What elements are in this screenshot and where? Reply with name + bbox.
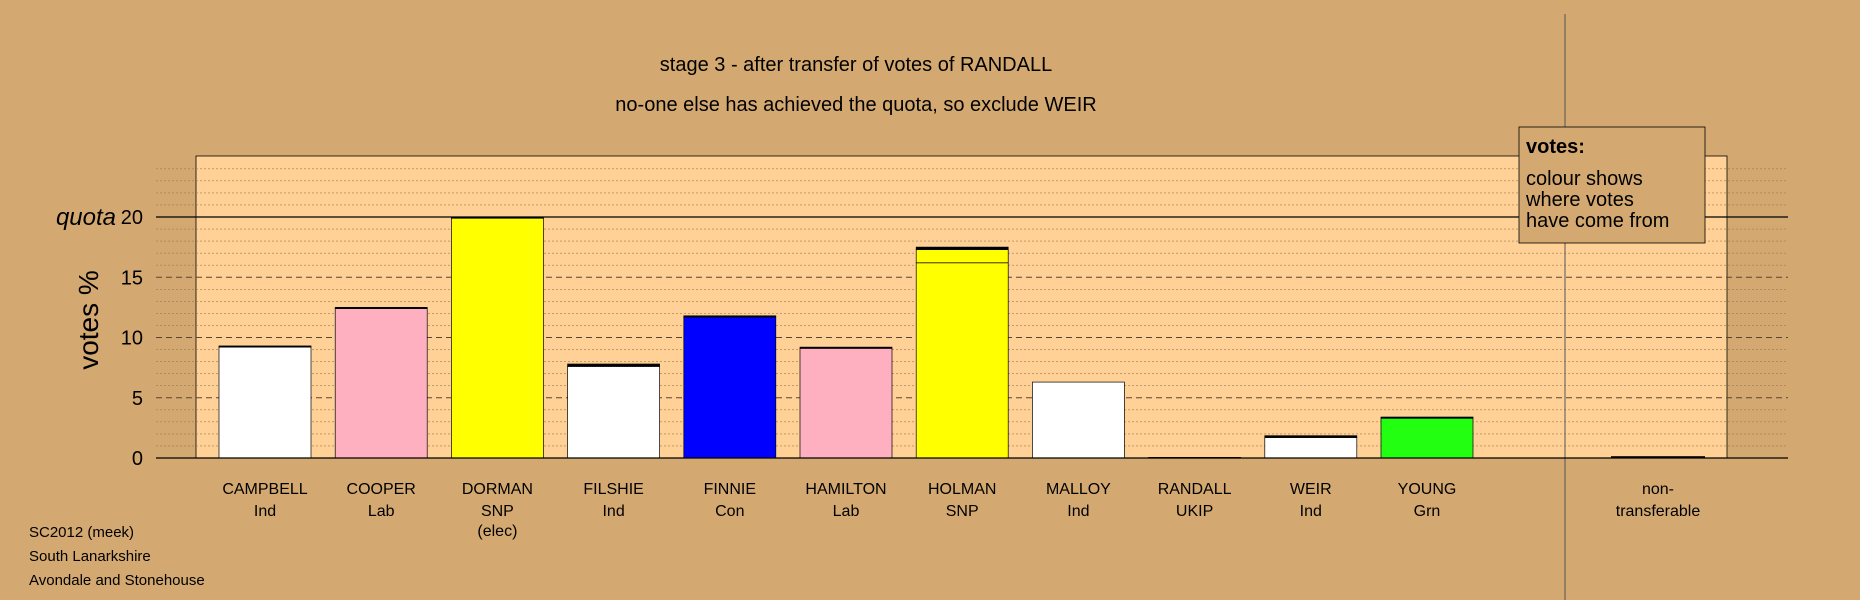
x-label-name: HAMILTON — [805, 481, 886, 498]
bar-segment — [334, 307, 428, 309]
bar-non-transferable — [1611, 456, 1705, 458]
bar-young — [1380, 416, 1474, 459]
bar-segment — [451, 217, 544, 459]
legend-line-2: where votes — [1525, 189, 1634, 211]
x-label-name: DORMAN — [462, 481, 533, 498]
bar-segment — [334, 308, 428, 459]
bar-segment — [915, 246, 1009, 250]
bar-weir — [1264, 435, 1358, 459]
bar-segment — [915, 262, 1009, 459]
x-label-non-transferable-2: transferable — [1616, 503, 1701, 520]
footer-line-1: SC2012 (meek) — [29, 524, 134, 541]
x-label-note: (elec) — [477, 523, 517, 540]
bar-segment — [683, 316, 777, 459]
x-label-party: SNP — [481, 503, 514, 520]
x-label-party: UKIP — [1176, 503, 1213, 520]
x-label-name: CAMPBELL — [222, 481, 307, 498]
bar-segment — [1380, 416, 1474, 419]
bar-segment — [799, 346, 893, 349]
x-label-party: Ind — [602, 503, 624, 520]
y-axis-ticks: 0 5 10 15 20 — [121, 207, 143, 470]
x-label-party: Ind — [1067, 503, 1089, 520]
x-label-name: RANDALL — [1158, 481, 1232, 498]
x-label-party: Grn — [1414, 503, 1441, 520]
bar-segment — [218, 345, 312, 348]
footer-line-2: South Lanarkshire — [29, 548, 151, 565]
x-label-party: SNP — [946, 503, 979, 520]
chart-title: stage 3 - after transfer of votes of RAN… — [660, 54, 1052, 76]
x-label-name: COOPER — [347, 481, 416, 498]
x-label-party: Ind — [254, 503, 276, 520]
bar-malloy — [1032, 381, 1125, 459]
bar-segment — [915, 249, 1009, 264]
x-label-name: MALLOY — [1046, 481, 1111, 498]
x-label-name: WEIR — [1290, 481, 1332, 498]
x-label-party: Lab — [833, 503, 860, 520]
bar-segment — [1264, 437, 1358, 459]
bar-campbell — [218, 345, 312, 459]
footer-line-3: Avondale and Stonehouse — [29, 572, 205, 589]
legend-title: votes: — [1526, 136, 1585, 158]
x-label-name: YOUNG — [1398, 481, 1457, 498]
bar-filshie — [567, 363, 660, 459]
bar-holman — [915, 246, 1009, 459]
bar-hamilton — [799, 346, 893, 459]
bar-segment — [1380, 417, 1474, 459]
x-label-party: Lab — [368, 503, 395, 520]
legend-box — [1518, 126, 1706, 244]
y-tick-label: 20 — [121, 207, 143, 229]
x-label-party: Con — [715, 503, 744, 520]
y-tick-label: 15 — [121, 267, 143, 289]
bar-segment — [218, 346, 312, 459]
y-tick-label: 5 — [132, 388, 143, 410]
x-axis-labels: CAMPBELL Ind COOPER Lab DORMAN SNP (elec) FILSH… — [222, 481, 1700, 540]
x-label-name: FILSHIE — [583, 481, 643, 498]
bar-segment — [1032, 381, 1125, 459]
bar-segment — [683, 315, 777, 318]
bar-cooper — [334, 307, 428, 459]
bar-segment — [451, 216, 544, 219]
legend-line-1: colour shows — [1526, 168, 1643, 190]
bar-segment — [567, 366, 660, 459]
bar-segment — [799, 347, 893, 459]
footer: SC2012 (meek) South Lanarkshire Avondale… — [29, 524, 205, 589]
y-axis-label: votes % — [73, 270, 104, 370]
quota-label: quota — [56, 204, 116, 231]
x-label-name: FINNIE — [704, 481, 756, 498]
bar-dorman — [451, 216, 544, 459]
y-tick-label: 10 — [121, 328, 143, 350]
x-label-non-transferable-1: non- — [1642, 481, 1674, 498]
bar-segment — [567, 363, 660, 367]
legend-line-3: have come from — [1526, 210, 1669, 232]
bar-finnie — [683, 315, 777, 459]
x-label-party: Ind — [1300, 503, 1322, 520]
bars — [218, 216, 1705, 459]
chart-subtitle: no-one else has achieved the quota, so e… — [615, 94, 1096, 116]
bar-segment — [1264, 435, 1358, 438]
x-label-name: HOLMAN — [928, 481, 996, 498]
y-tick-label: 0 — [132, 448, 143, 470]
legend: votes: colour shows where votes have com… — [1518, 126, 1706, 244]
